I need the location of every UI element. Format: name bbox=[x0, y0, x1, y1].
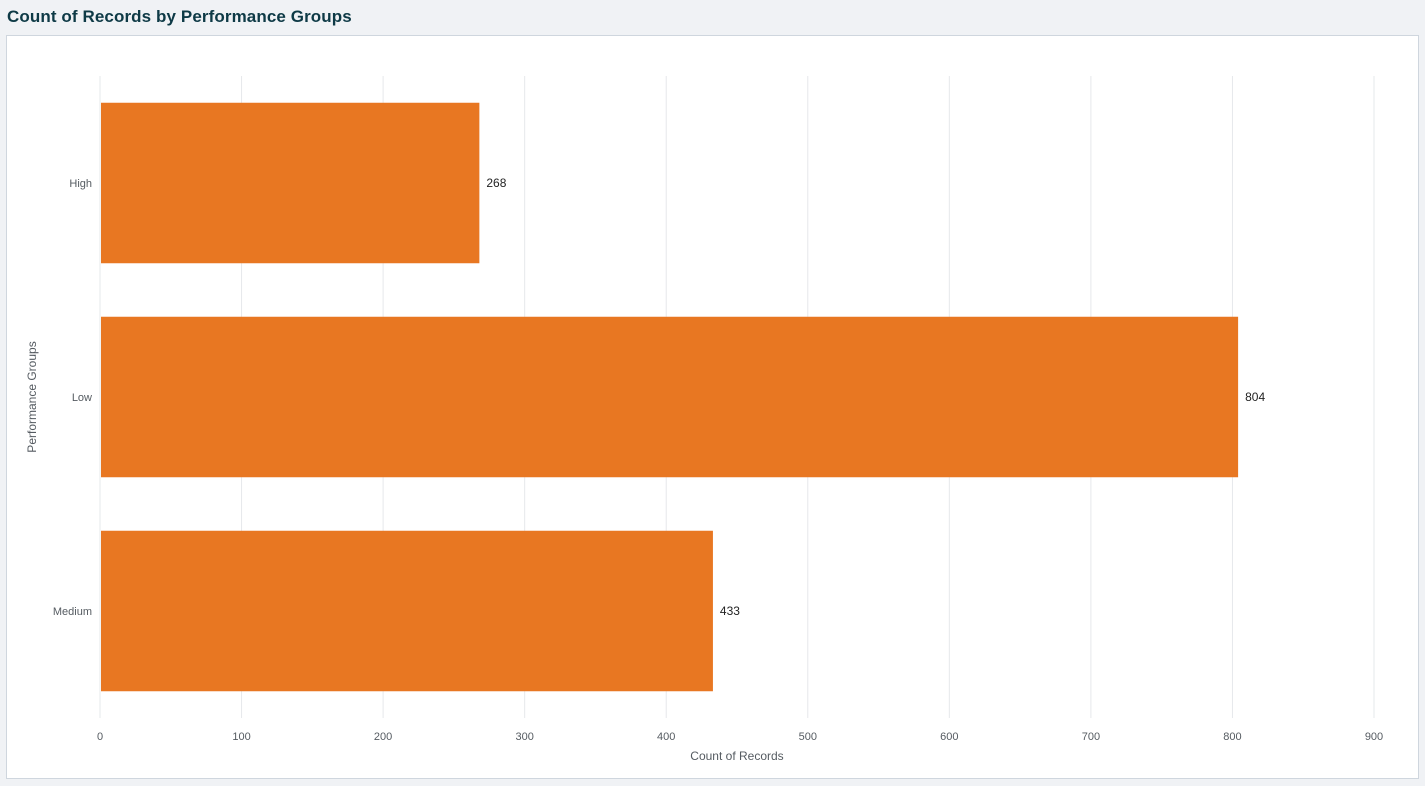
bar-high[interactable] bbox=[101, 102, 480, 264]
x-tick-label: 600 bbox=[940, 731, 958, 743]
data-label-medium: 433 bbox=[720, 604, 740, 618]
data-labels: 268 804 433 bbox=[486, 176, 1265, 618]
x-tick-label: 500 bbox=[799, 731, 817, 743]
x-tick-label: 400 bbox=[657, 731, 675, 743]
x-tick-label: 800 bbox=[1223, 731, 1241, 743]
y-axis-title: Performance Groups bbox=[25, 341, 39, 452]
x-tick-label: 700 bbox=[1082, 731, 1100, 743]
y-category-labels: High Low Medium bbox=[53, 178, 92, 618]
y-category-label-high: High bbox=[69, 178, 92, 190]
bar-low[interactable] bbox=[101, 316, 1239, 478]
x-tick-label: 0 bbox=[97, 731, 103, 743]
data-label-high: 268 bbox=[486, 176, 506, 190]
x-tick-label: 900 bbox=[1365, 731, 1383, 743]
data-label-low: 804 bbox=[1245, 390, 1265, 404]
bar-medium[interactable] bbox=[101, 530, 713, 692]
panel-title: Count of Records by Performance Groups bbox=[7, 7, 352, 26]
x-tick-label: 200 bbox=[374, 731, 392, 743]
x-axis-title: Count of Records bbox=[690, 749, 783, 763]
y-category-label-low: Low bbox=[72, 392, 92, 404]
y-category-label-medium: Medium bbox=[53, 606, 92, 618]
x-tick-labels: 0 100 200 300 400 500 600 700 800 900 bbox=[97, 731, 1383, 743]
x-tick-label: 100 bbox=[232, 731, 250, 743]
bars bbox=[101, 102, 1239, 692]
x-tick-label: 300 bbox=[515, 731, 533, 743]
